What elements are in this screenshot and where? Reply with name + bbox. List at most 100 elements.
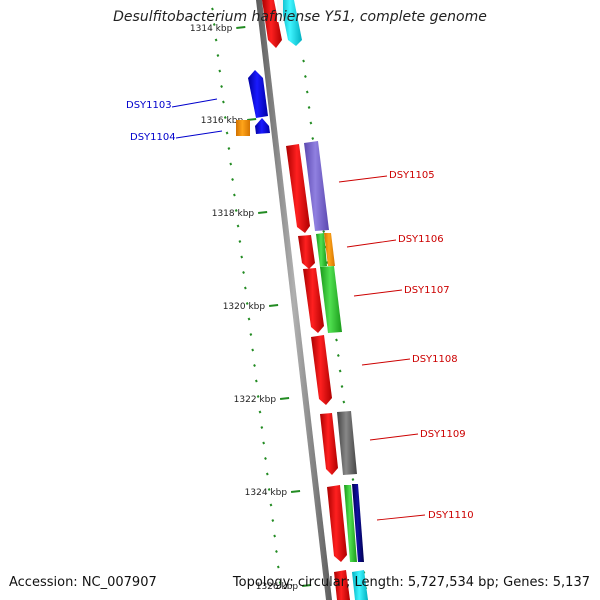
scale-tick-minor [245, 302, 249, 305]
gene-dsy1109-red[interactable] [320, 413, 338, 475]
scale-tick-minor [229, 162, 233, 166]
scale-tick-label: 1318 kbp [212, 209, 255, 219]
leader-dsy1104 [175, 130, 223, 139]
scale-tick-minor [258, 410, 262, 414]
gene-label-dsy1108[interactable]: DSY1108 [412, 354, 458, 365]
gene-dsy1106-orange[interactable] [324, 233, 335, 266]
gene-dsy1110-navy[interactable] [352, 484, 364, 562]
scale-tick-minor [254, 379, 258, 383]
scale-tick-minor [227, 147, 231, 150]
gene-dsy1104[interactable] [255, 118, 270, 134]
scale-tick-minor [265, 472, 269, 476]
scale-tick-minor [212, 23, 216, 26]
scale-tick-label: 1324 kbp [245, 488, 288, 498]
scale-tick-major [258, 211, 268, 214]
genome-backbone [256, 0, 332, 600]
scale-tick-minor [247, 317, 251, 321]
scale-tick-minor [225, 131, 229, 135]
gene-label-dsy1110[interactable]: DSY1110 [428, 510, 474, 521]
leader-dsy1109 [369, 433, 419, 441]
gene-dsy1105-red[interactable] [286, 144, 310, 233]
gene-dsy1110-red[interactable] [327, 485, 347, 562]
gene-arrow-red-bottom[interactable] [334, 570, 350, 600]
scale-tick-minor [214, 38, 218, 42]
scale-tick-minor [234, 209, 238, 212]
gene-dsy1110-green[interactable] [344, 485, 357, 562]
scale-tick-minor [309, 121, 313, 125]
scale-tick-major [236, 26, 246, 29]
gene-arrow-cyan-bottom[interactable] [352, 570, 368, 600]
scale-tick-minor [253, 364, 256, 367]
scale-tick-minor [251, 348, 255, 352]
gene-labels: DSY1103 DSY1104 DSY1105 DSY1106 DSY1107 … [126, 100, 474, 521]
leader-dsy1103 [171, 98, 218, 108]
gene-dsy1106-red[interactable] [298, 235, 315, 269]
scale-tick-label: 1314 kbp [190, 24, 233, 34]
scale-tick-minor [220, 85, 223, 88]
scale-tick-label: 1320 kbp [223, 302, 266, 312]
gene-label-dsy1104[interactable]: DSY1104 [130, 132, 176, 143]
scale-tick-label: 1326 kbp [256, 582, 299, 592]
gene-label-dsy1106[interactable]: DSY1106 [398, 234, 444, 245]
gene-fragment-white [277, 0, 283, 22]
scale-tick-label: 1322 kbp [234, 395, 277, 405]
gene-arrow-cyan[interactable] [280, 0, 302, 46]
scale-tick-minor [304, 75, 307, 78]
scale-tick-minor [269, 503, 273, 507]
gene-orange-small[interactable] [236, 120, 250, 136]
scale-tick-minor [351, 478, 355, 481]
scale-tick-minor [243, 286, 247, 290]
gene-dsy1107-green[interactable] [320, 266, 342, 333]
leader-dsy1110 [376, 514, 426, 521]
scale-tick-minor [211, 7, 214, 11]
scale-tick-minor [271, 519, 275, 522]
scale-tick-minor [262, 441, 266, 445]
gene-dsy1103[interactable] [248, 70, 268, 118]
leader-dsy1108 [361, 358, 411, 366]
accession-text: Accession: NC_007907 [9, 575, 157, 590]
scale-tick-minor [342, 400, 346, 404]
scale-tick-major [279, 397, 290, 400]
gene-arrow-red[interactable] [262, 0, 282, 48]
scale-tick-minor [231, 178, 234, 181]
map-title: Desulfitobacterium hafniense Y51, comple… [113, 9, 487, 25]
gene-label-dsy1107[interactable]: DSY1107 [404, 285, 450, 296]
leader-dsy1106 [346, 239, 397, 248]
scale-tick-minor [218, 69, 222, 73]
scale-tick-minor [260, 426, 264, 429]
gene-dsy1107-red[interactable] [303, 268, 324, 333]
gene-label-dsy1109[interactable]: DSY1109 [420, 429, 466, 440]
scale-tick-minor [336, 354, 340, 357]
scale-tick-minor [335, 338, 338, 342]
scale-tick-minor [275, 550, 278, 553]
scale-ticks [211, 7, 368, 590]
scale-tick-minor [276, 565, 280, 569]
scale-tick-minor [273, 534, 277, 538]
scale-tick-minor [264, 457, 267, 460]
scale-tick-minor [322, 230, 326, 233]
scale-tick-minor [267, 488, 271, 491]
gene-label-dsy1103[interactable]: DSY1103 [126, 100, 172, 111]
scale-tick-minor [338, 369, 342, 373]
scale-tick-minor [302, 59, 305, 63]
gene-label-dsy1105[interactable]: DSY1105 [389, 170, 435, 181]
gene-dsy1108-red[interactable] [311, 335, 332, 405]
scale-tick-minor [236, 224, 240, 228]
scale-tick-major [247, 118, 257, 121]
scale-tick-minor [216, 54, 220, 57]
gene-dsy1109-gray[interactable] [337, 411, 357, 475]
scale-tick-minor [242, 271, 245, 274]
leader-dsy1107 [353, 289, 403, 297]
scale-tick-minor [232, 193, 236, 197]
genome-summary-text: Topology: circular; Length: 5,727,534 bp… [232, 575, 590, 590]
gene-dsy1106-green[interactable] [316, 233, 327, 267]
scale-tick-label: 1316 kbp [201, 116, 244, 126]
scale-tick-minor [256, 395, 260, 398]
gene-dsy1105-purple[interactable] [304, 141, 329, 231]
scale-tick-minor [249, 333, 253, 336]
gene-leader-lines [171, 98, 426, 521]
scale-tick-major [302, 584, 312, 587]
scale-tick-major [268, 304, 279, 307]
scale-tick-minor [311, 137, 315, 140]
